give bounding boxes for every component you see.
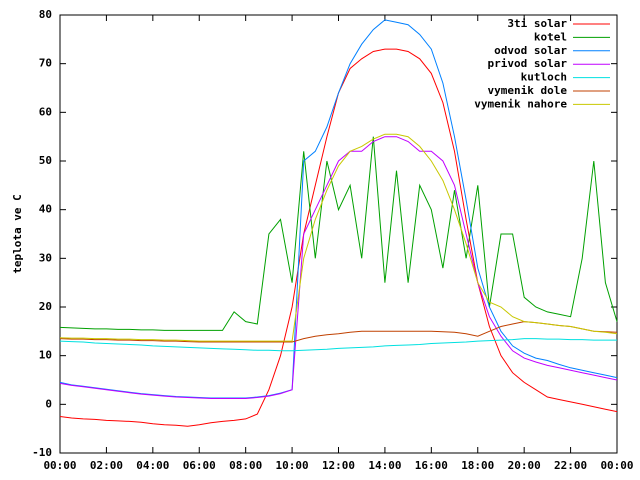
y-tick-label: -10 xyxy=(32,446,52,459)
x-tick-label: 06:00 xyxy=(183,459,216,472)
x-tick-label: 08:00 xyxy=(229,459,262,472)
y-tick-label: 0 xyxy=(45,397,52,410)
legend-label: vymenik nahore xyxy=(474,97,567,110)
series-line xyxy=(59,338,617,352)
series-line xyxy=(59,133,618,342)
legend-label: vymenik dole xyxy=(488,84,568,97)
legend-label: privod solar xyxy=(488,57,568,70)
y-tick-label: 80 xyxy=(39,8,52,21)
y-axis-label: teplota ve C xyxy=(11,194,24,273)
x-tick-label: 14:00 xyxy=(368,459,401,472)
x-tick-label: 00:00 xyxy=(43,459,76,472)
y-tick-label: 30 xyxy=(39,251,52,264)
y-tick-label: 60 xyxy=(39,105,52,118)
x-tick-label: 20:00 xyxy=(508,459,541,472)
x-tick-label: 02:00 xyxy=(90,459,123,472)
x-tick-label: 10:00 xyxy=(276,459,309,472)
series-line xyxy=(59,136,618,331)
x-tick-label: 04:00 xyxy=(136,459,169,472)
x-tick-label: 00:00 xyxy=(600,459,633,472)
legend-label: 3ti solar xyxy=(507,17,567,30)
x-tick-label: 22:00 xyxy=(554,459,587,472)
y-tick-label: 20 xyxy=(39,300,52,313)
legend-label: kutloch xyxy=(521,71,567,84)
x-tick-label: 16:00 xyxy=(415,459,448,472)
y-tick-label: 10 xyxy=(39,349,52,362)
y-tick-label: 50 xyxy=(39,154,52,167)
x-tick-label: 12:00 xyxy=(322,459,355,472)
series-line xyxy=(59,136,618,399)
legend-label: kotel xyxy=(534,30,567,43)
y-tick-label: 40 xyxy=(39,203,52,216)
legend-label: odvod solar xyxy=(494,44,567,57)
y-tick-label: 70 xyxy=(39,57,52,70)
x-tick-label: 18:00 xyxy=(461,459,494,472)
